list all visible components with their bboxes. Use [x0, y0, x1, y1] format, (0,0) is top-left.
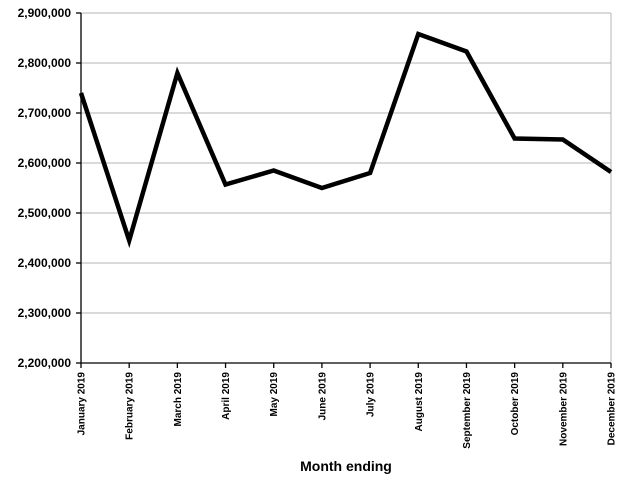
y-tick-label: 2,600,000 [18, 156, 72, 170]
axes [76, 12, 612, 368]
y-axis-tick-labels: 2,200,000 2,300,000 2,400,000 2,500,000 2,60… [18, 6, 72, 370]
y-tick-label: 2,900,000 [18, 6, 72, 20]
x-tick-label: June 2019 [317, 372, 328, 421]
x-tick-label: November 2019 [558, 372, 569, 446]
x-tick-label: August 2019 [414, 372, 425, 432]
x-tick-label: July 2019 [366, 372, 377, 417]
y-tick-label: 2,700,000 [18, 106, 72, 120]
x-tick-label: October 2019 [510, 372, 521, 436]
x-tick-label: May 2019 [269, 372, 280, 417]
x-tick-label: March 2019 [173, 372, 184, 427]
x-tick-label: February 2019 [125, 372, 136, 440]
grid-lines [81, 12, 612, 363]
y-tick-label: 2,300,000 [18, 306, 72, 320]
x-tick-label: January 2019 [77, 372, 88, 436]
x-axis-title: Month ending [300, 458, 392, 474]
y-tick-label: 2,500,000 [18, 206, 72, 220]
y-tick-label: 2,200,000 [18, 356, 72, 370]
x-tick-label: April 2019 [221, 372, 232, 420]
x-tick-label: December 2019 [607, 372, 618, 446]
x-tick-label: September 2019 [462, 372, 473, 449]
y-tick-label: 2,400,000 [18, 256, 72, 270]
x-axis-tick-labels: January 2019 February 2019 March 2019 April… [77, 372, 618, 449]
data-series-line [78, 31, 613, 249]
y-tick-label: 2,800,000 [18, 56, 72, 70]
